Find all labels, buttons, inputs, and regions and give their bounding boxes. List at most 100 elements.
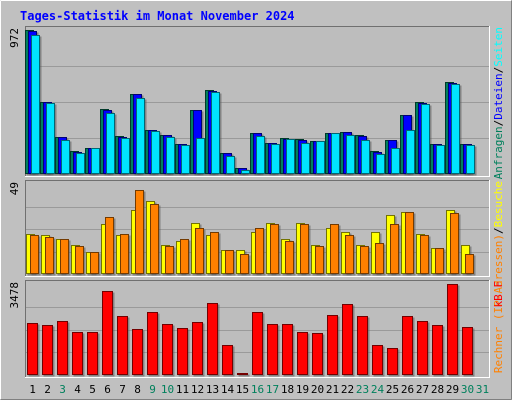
legend-entry-requests-4: Seiten [492,27,505,67]
bar-bytes-kb-f-day-15 [237,373,248,375]
bar-bytes-kb-f-day-30 [462,327,473,375]
bar-requests-seiten-day-23 [361,140,370,174]
x-tick-label-day-21: 21 [326,383,339,396]
x-tick-label-day-14: 14 [221,383,235,396]
bar-requests-seiten-day-8 [136,98,145,174]
bar-bytes-kb-f-day-14 [222,345,233,375]
chart-panels: 972 Anfragen/Dateien/Seiten 49 Rechner (IP-… [8,26,505,378]
bar-visits-rechner-ip-adressen--day-28 [435,248,444,274]
bar-requests-seiten-day-27 [421,104,430,174]
bar-visits-rechner-ip-adressen--day-19 [300,224,309,274]
panel-requests: 972 Anfragen/Dateien/Seiten [8,26,505,179]
bar-requests-seiten-day-7 [121,138,130,174]
panel-bytes-legend: kB F [492,281,505,308]
panel-requests-legend: Anfragen/Dateien/Seiten [492,27,505,179]
panel-visits-legend: Rechner (IP-Adressen)/Besuche [492,181,505,373]
bar-visits-rechner-ip-adressen--day-25 [390,224,399,274]
panel-requests-max-label: 972 [8,28,21,48]
bar-bytes-kb-f-day-7 [117,316,128,375]
bar-requests-seiten-day-2 [46,103,55,174]
bar-requests-seiten-day-5 [91,148,100,174]
bar-visits-rechner-ip-adressen--day-4 [75,246,84,274]
bar-bytes-kb-f-day-20 [312,333,323,375]
bar-requests-seiten-day-13 [211,92,220,174]
bar-bytes-kb-f-day-13 [207,303,218,375]
bar-bytes-kb-f-day-19 [297,332,308,375]
bar-requests-seiten-day-15 [241,170,250,174]
bar-bytes-kb-f-day-12 [192,322,203,375]
bar-visits-rechner-ip-adressen--day-3 [60,239,69,274]
bar-visits-rechner-ip-adressen--day-13 [210,232,219,274]
bar-visits-rechner-ip-adressen--day-23 [360,246,369,274]
x-tick-label-day-18: 18 [281,383,294,396]
bar-bytes-kb-f-day-27 [417,321,428,375]
bar-visits-rechner-ip-adressen--day-2 [45,237,54,274]
x-tick-label-day-25: 25 [386,383,399,396]
bar-bytes-kb-f-day-8 [132,329,143,375]
x-tick-label-day-15: 15 [236,383,249,396]
panel-visits-max-label: 49 [8,182,21,195]
x-tick-label-day-20: 20 [311,383,324,396]
x-tick-label-day-11: 11 [176,383,189,396]
panel-visits: 49 Rechner (IP-Adressen)/Besuche [8,180,505,373]
bar-visits-rechner-ip-adressen--day-12 [195,228,204,274]
bar-visits-rechner-ip-adressen--day-1 [30,235,39,274]
bar-requests-seiten-day-20 [316,141,325,174]
bar-requests-seiten-day-18 [286,139,295,174]
bar-bytes-kb-f-day-10 [162,324,173,375]
bar-bytes-kb-f-day-18 [282,324,293,375]
bar-requests-seiten-day-30 [466,145,475,174]
legend-entry-visits-1: / [492,227,505,234]
bar-bytes-kb-f-day-24 [372,345,383,375]
bar-requests-seiten-day-29 [451,84,460,174]
bar-visits-rechner-ip-adressen--day-26 [405,212,414,274]
x-tick-label-day-13: 13 [206,383,219,396]
bar-visits-rechner-ip-adressen--day-7 [120,234,129,274]
bar-visits-rechner-ip-adressen--day-30 [465,254,474,274]
bar-requests-seiten-day-14 [226,156,235,174]
x-tick-label-day-1: 1 [29,383,36,396]
bar-visits-rechner-ip-adressen--day-8 [135,190,144,274]
x-tick-label-day-29: 29 [446,383,459,396]
x-tick-label-day-5: 5 [89,383,96,396]
bar-bytes-kb-f-day-16 [252,312,263,375]
x-tick-label-day-7: 7 [119,383,126,396]
x-tick-label-day-31: 31 [476,383,489,396]
bar-visits-rechner-ip-adressen--day-17 [270,224,279,274]
bar-requests-seiten-day-26 [406,130,415,174]
bar-bytes-kb-f-day-26 [402,316,413,375]
x-tick-label-day-28: 28 [431,383,444,396]
x-tick-label-day-19: 19 [296,383,309,396]
x-tick-label-day-10: 10 [161,383,174,396]
x-tick-label-day-24: 24 [371,383,385,396]
panel-bytes: 3478 kB F [8,280,505,378]
bar-requests-seiten-day-17 [271,144,280,174]
legend-entry-bytes-0: kB F [492,281,505,308]
legend-entry-requests-2: Dateien [492,73,505,119]
bar-visits-rechner-ip-adressen--day-14 [225,250,234,274]
bar-visits-rechner-ip-adressen--day-15 [240,254,249,274]
bar-visits-rechner-ip-adressen--day-27 [420,235,429,274]
bar-bytes-kb-f-day-28 [432,325,443,375]
x-tick-label-day-23: 23 [356,383,369,396]
bar-shadow [238,374,250,377]
bar-requests-seiten-day-1 [31,35,40,174]
x-tick-label-day-3: 3 [59,383,66,396]
panel-bytes-max-label: 3478 [8,282,21,309]
bar-requests-seiten-day-19 [301,143,310,174]
bar-requests-seiten-day-6 [106,113,115,174]
bar-visits-rechner-ip-adressen--day-6 [105,217,114,274]
x-tick-label-day-2: 2 [44,383,51,396]
x-tick-label-day-22: 22 [341,383,354,396]
bar-requests-seiten-day-25 [391,148,400,174]
bar-visits-rechner-ip-adressen--day-5 [90,252,99,274]
bar-requests-seiten-day-21 [331,133,340,174]
bar-bytes-kb-f-day-1 [27,323,38,375]
legend-entry-requests-3: / [492,67,505,74]
legend-entry-requests-1: / [492,120,505,127]
bar-requests-seiten-day-28 [436,145,445,174]
bar-bytes-kb-f-day-6 [102,291,113,375]
x-axis-labels: 1 2 3 4 5 6 7 8 9 10 11 12 13 14 15 16 17 18 19 20 21 22 23 24 2… [29,383,489,396]
x-tick-label-day-8: 8 [134,383,141,396]
